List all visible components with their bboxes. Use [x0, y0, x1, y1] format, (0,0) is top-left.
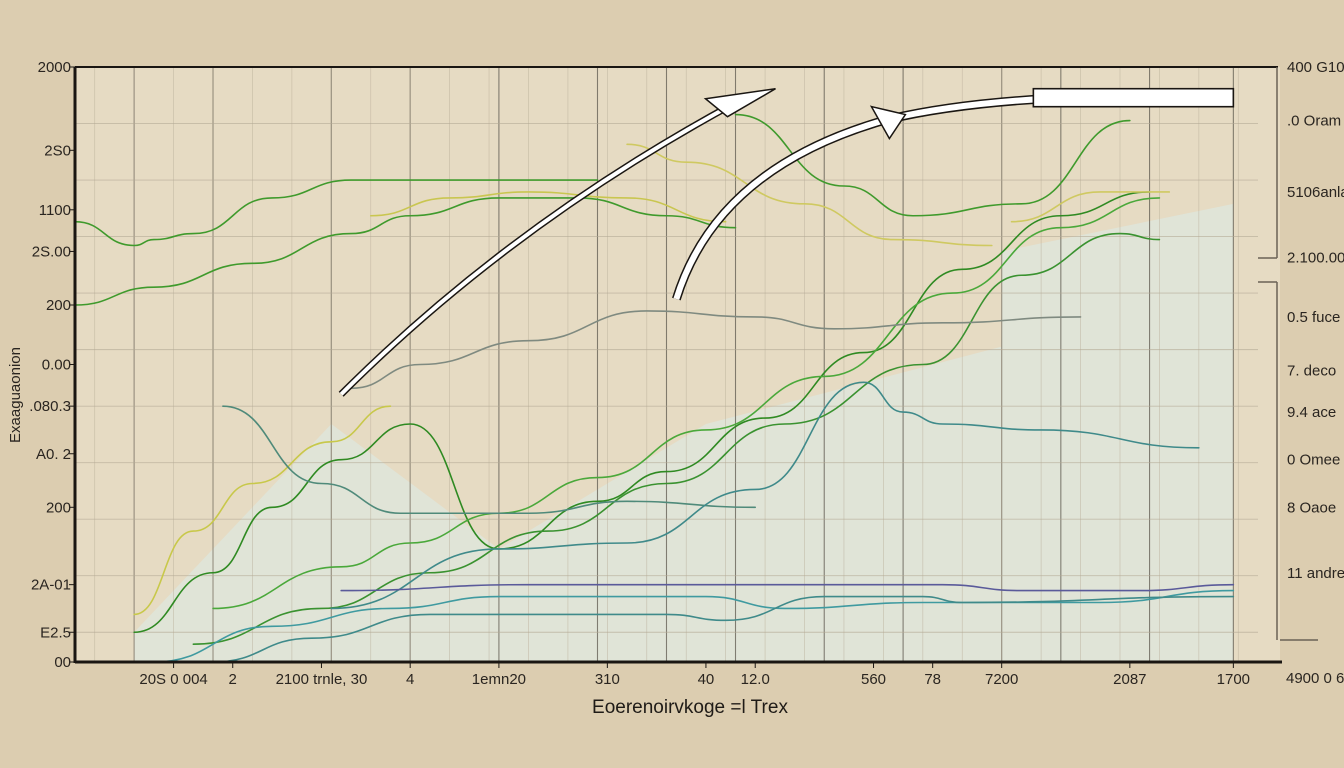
x-axis-label: Eoerenoirvkoge =l Trex: [592, 697, 788, 718]
y-tick-label-left: E2.5: [40, 624, 71, 641]
y-tick-label-left: A0. 2: [36, 446, 71, 463]
x-tick-label: 7200: [985, 671, 1018, 688]
series-line-green-trend-main: [133, 191, 1151, 634]
x-tick-label: 78: [924, 671, 941, 688]
series-line-green-trend-3: [192, 232, 1161, 645]
series-line-green-mid: [74, 197, 737, 306]
series-line-grey-upper: [350, 310, 1082, 390]
x-tick-label: 2: [229, 671, 237, 688]
series-line-yellow-1: [133, 405, 392, 616]
series-line-teal-drop: [222, 405, 757, 515]
y-tick-label-left: 00: [54, 654, 71, 671]
grid: [75, 66, 1258, 662]
series-line-purple-flat: [340, 583, 1235, 592]
y-tick-label-right: 5106anla: [1287, 184, 1344, 201]
series-line-yellow-4: [1010, 191, 1171, 223]
series-line-cyan-low: [153, 589, 1235, 663]
y-tick-label-left: 200: [46, 499, 71, 516]
arrow-rising-shaft: [339, 100, 737, 396]
y-tick-label-right: 9.4 ace: [1287, 404, 1336, 421]
y-axis-label: Exaaguaonion: [7, 347, 24, 443]
series-line-teal-mid: [330, 381, 1200, 610]
y-tick-label-right: 0 Omee: [1287, 452, 1340, 469]
series-line-green-peak: [734, 113, 1131, 217]
tick-labels: 20S 0 004 2 2100 trnle, 30 4 1emn20 310 40 12.0…: [29, 59, 1344, 688]
y-tick-label-left: 2S.00: [32, 243, 71, 260]
x-tick-label-far-right: 4900 0 6: [1286, 670, 1344, 687]
series-line-green-trend-2: [212, 197, 1161, 610]
y-tick-label-left: 200: [46, 297, 71, 314]
x-tick-label: 20S 0 004: [139, 671, 207, 688]
x-tick-label: 2087: [1113, 671, 1146, 688]
x-tick-label: 4: [406, 671, 414, 688]
y-tick-label-right: 7. deco: [1287, 362, 1336, 379]
shaded-area: [134, 203, 1234, 662]
y-tick-label-left: 0.00: [42, 357, 71, 374]
y-tick-label-right: 11 andre: [1287, 565, 1344, 582]
series-line-green-upper: [74, 179, 599, 247]
series-layer: [74, 113, 1235, 663]
x-tick-label: 2100 trnle, 30: [276, 671, 368, 688]
x-tick-label: 1700: [1217, 671, 1250, 688]
y-tick-label-right: 0.5 fuce: [1287, 309, 1340, 326]
x-tick-label: 310: [595, 671, 620, 688]
y-tick-label-left: 2S0: [44, 142, 71, 159]
y-tick-label-right: 2.100.00: [1287, 249, 1344, 266]
y-tick-label-right: .0 Oram: [1287, 113, 1341, 130]
y-tick-label-left: .080.3: [29, 398, 71, 415]
x-tick-label: 12.0: [741, 671, 770, 688]
series-line-yellow-3: [626, 143, 993, 247]
arrow-curved-tail-band: [1032, 87, 1235, 108]
arrow-curved-head: [869, 105, 907, 140]
arrow-rising-head: [703, 87, 776, 118]
fill-layer: [134, 203, 1234, 662]
y-tick-label-right: 400 G10: [1287, 59, 1344, 76]
y-tick-label-left: 2A-01: [31, 577, 71, 594]
y-tick-label-right: 8 Oaoe: [1287, 499, 1336, 516]
series-line-teal-low-2: [212, 595, 1235, 663]
x-tick-label: 1emn20: [472, 671, 526, 688]
x-tick-label: 40: [698, 671, 715, 688]
series-line-yellow-2: [369, 191, 727, 223]
x-tick-label: 560: [861, 671, 886, 688]
annotation-layer: [338, 87, 1235, 397]
y-tick-label-left: 1100: [39, 202, 71, 219]
y-tick-label-left: 2000: [38, 59, 71, 76]
